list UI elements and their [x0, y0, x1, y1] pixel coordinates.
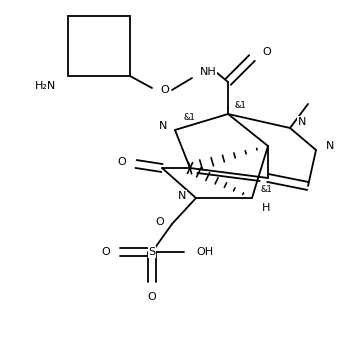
Text: H₂N: H₂N: [34, 81, 56, 91]
Text: N: N: [326, 141, 334, 151]
Text: S: S: [148, 247, 155, 257]
Text: N: N: [178, 191, 186, 201]
Text: O: O: [117, 157, 126, 167]
Text: N: N: [159, 121, 167, 131]
Text: OH: OH: [196, 247, 213, 257]
Text: O: O: [148, 292, 156, 302]
Text: O: O: [160, 85, 169, 95]
Text: N: N: [298, 117, 306, 127]
Text: O: O: [155, 217, 164, 227]
Text: O: O: [155, 217, 164, 227]
Text: H: H: [262, 203, 270, 213]
Text: NH: NH: [200, 67, 217, 77]
Text: H: H: [262, 203, 270, 213]
Text: N: N: [159, 121, 167, 131]
Text: S: S: [148, 247, 155, 257]
Text: N: N: [326, 141, 334, 151]
Text: O: O: [101, 247, 110, 257]
Text: O: O: [117, 157, 126, 167]
Text: &1: &1: [183, 113, 195, 122]
Text: &1: &1: [260, 185, 272, 194]
Text: O: O: [262, 47, 271, 57]
Text: O: O: [101, 247, 110, 257]
Text: H₂N: H₂N: [34, 81, 56, 91]
Text: &1: &1: [260, 185, 272, 194]
Text: N: N: [298, 117, 306, 127]
Text: O: O: [160, 85, 169, 95]
Text: O: O: [262, 47, 271, 57]
Text: OH: OH: [196, 247, 213, 257]
Text: &1: &1: [183, 113, 195, 122]
Text: O: O: [148, 292, 156, 302]
Text: &1: &1: [234, 101, 246, 110]
Text: N: N: [178, 191, 186, 201]
Text: NH: NH: [200, 67, 217, 77]
Text: &1: &1: [234, 101, 246, 110]
